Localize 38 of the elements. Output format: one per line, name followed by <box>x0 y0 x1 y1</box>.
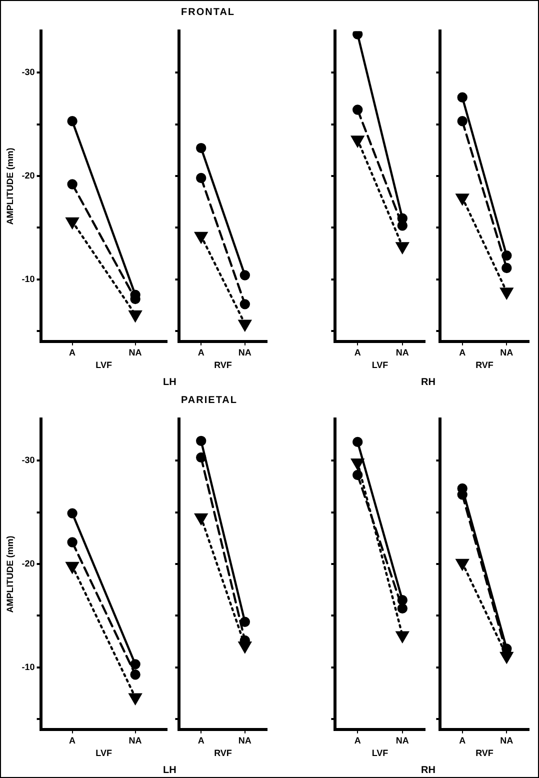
y-tick-label: -30 <box>22 67 35 78</box>
x-tick-label: NA <box>500 735 514 746</box>
y-axis-title: AMPLITUDE (mm) <box>4 148 15 225</box>
x-axis-title: RVF <box>214 360 232 370</box>
text: LH <box>163 377 176 388</box>
x-tick-label: NA <box>238 735 252 746</box>
x-tick-label: A <box>354 347 362 358</box>
text: LH <box>163 765 176 776</box>
x-tick-label: A <box>69 347 76 358</box>
x-tick-label: NA <box>396 347 410 358</box>
y-tick-label: -20 <box>22 558 35 568</box>
y-tick-label: -20 <box>22 170 35 180</box>
x-axis-title: RVF <box>476 748 494 758</box>
x-axis-title: RVF <box>214 748 232 758</box>
x-tick-label: A <box>459 347 466 358</box>
y-tick-label: -10 <box>22 274 35 284</box>
text: RH <box>421 377 436 388</box>
x-axis-title: LVF <box>372 748 389 758</box>
chart-title: PARIETAL <box>181 395 238 406</box>
x-axis-title: LVF <box>96 748 112 758</box>
y-tick-label: -30 <box>22 455 35 466</box>
x-tick-label: NA <box>500 347 514 358</box>
y-tick-label: -10 <box>22 662 35 672</box>
x-tick-label: NA <box>396 735 410 746</box>
text: RH <box>421 765 436 776</box>
y-axis-title: AMPLITUDE (mm) <box>4 536 15 613</box>
x-axis-title: LVF <box>96 360 112 370</box>
x-tick-label: A <box>69 735 76 746</box>
x-axis-title: RVF <box>476 360 494 370</box>
x-tick-label: A <box>198 347 205 358</box>
x-axis-title: LVF <box>372 360 389 370</box>
x-tick-label: NA <box>238 347 252 358</box>
x-tick-label: NA <box>128 347 142 358</box>
x-tick-label: NA <box>128 735 142 746</box>
x-tick-label: A <box>198 735 205 746</box>
x-tick-label: A <box>459 735 466 746</box>
chart-title: FRONTAL <box>181 7 236 18</box>
x-tick-label: A <box>354 735 362 746</box>
